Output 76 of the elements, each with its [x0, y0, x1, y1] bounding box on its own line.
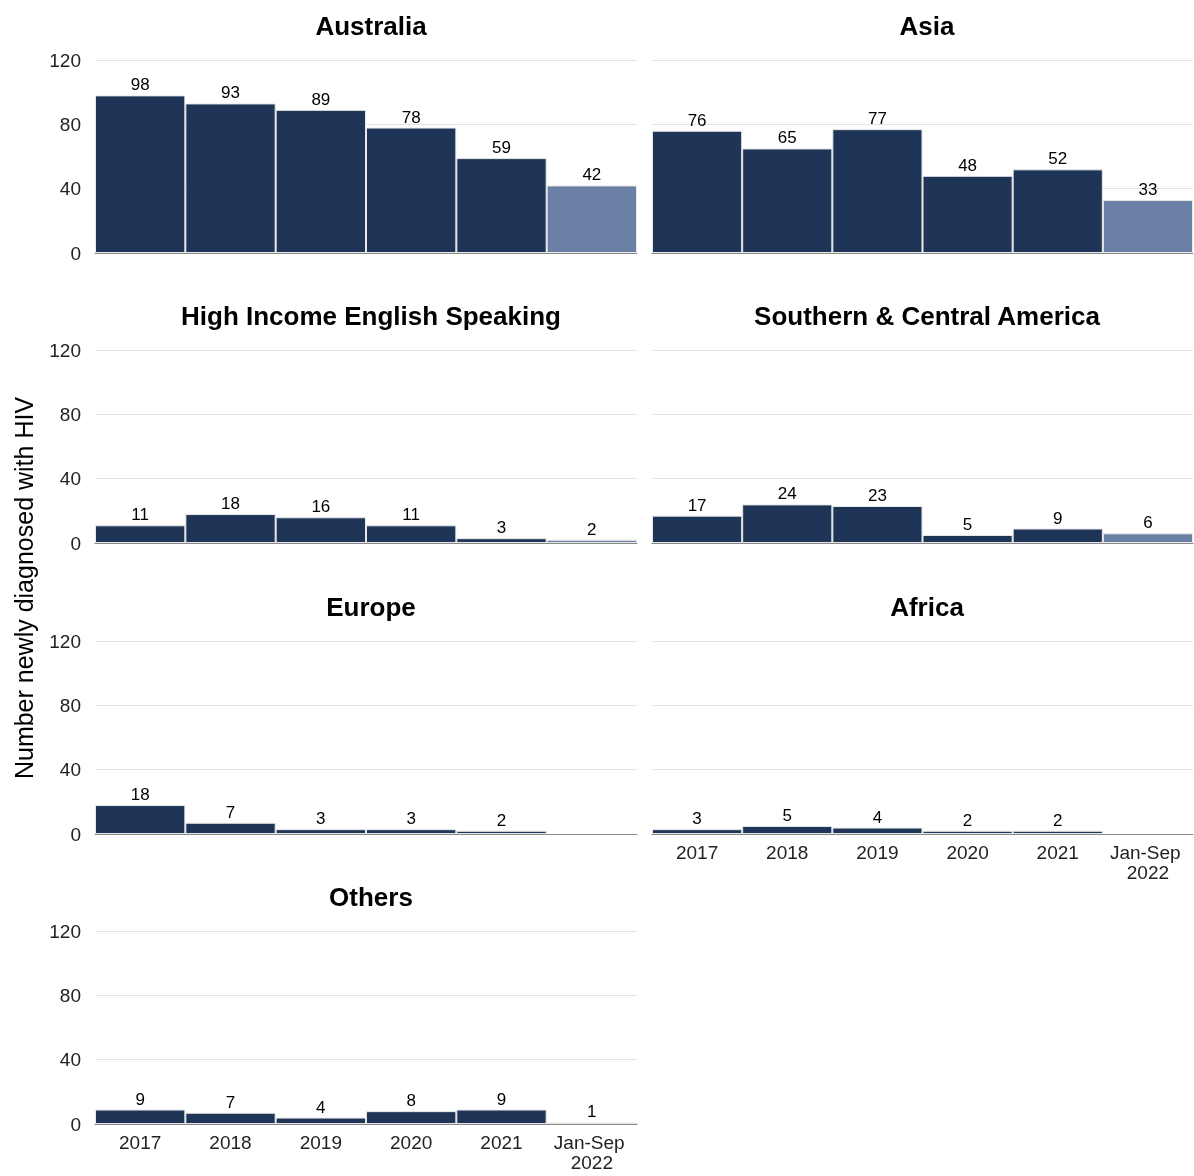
data-label: 52 — [1048, 149, 1068, 169]
x-tick-label: 2019 — [856, 841, 899, 863]
y-tick-label: 0 — [70, 242, 81, 264]
data-label: 33 — [1138, 179, 1158, 199]
x-tick-label: 2018 — [209, 1131, 252, 1153]
x-tick-label: Jan-Sep 2022 — [1109, 841, 1186, 883]
chart-title: Europe — [326, 592, 416, 622]
data-label: 98 — [130, 75, 150, 95]
data-label: 77 — [867, 109, 887, 129]
data-label: 4 — [872, 807, 883, 827]
x-tick-label: 2017 — [119, 1131, 162, 1153]
data-label: 18 — [221, 494, 240, 514]
y-tick-label: 40 — [59, 178, 81, 200]
data-label: 1 — [587, 1102, 597, 1122]
y-tick-label: 40 — [59, 759, 81, 781]
data-label: 18 — [130, 785, 150, 805]
y-tick-label: 120 — [49, 49, 81, 71]
x-tick-label: Jan-Sep 2022 — [553, 1131, 630, 1173]
data-label: 42 — [582, 165, 602, 185]
chart-title: Southern & Central America — [754, 301, 1101, 331]
chart-title: Others — [329, 882, 413, 912]
data-label: 16 — [311, 497, 331, 517]
data-label: 78 — [401, 107, 421, 127]
x-tick-label: 2021 — [480, 1131, 523, 1153]
data-label: 17 — [687, 495, 707, 515]
data-label: 24 — [777, 484, 797, 504]
chart-title: Africa — [890, 592, 965, 622]
x-tick-label: 2020 — [390, 1131, 433, 1153]
data-label: 93 — [221, 83, 240, 103]
chart-title: Asia — [899, 11, 955, 41]
x-tick-label: 2019 — [299, 1131, 342, 1153]
y-tick-label: 0 — [70, 823, 81, 845]
y-tick-label: 40 — [59, 468, 81, 490]
data-label: 7 — [225, 802, 236, 822]
data-label: 3 — [316, 809, 326, 829]
data-label: 2 — [587, 519, 597, 539]
data-label: 8 — [406, 1091, 416, 1111]
data-label: 11 — [402, 505, 420, 525]
data-label: 9 — [1053, 508, 1063, 528]
y-tick-label: 120 — [49, 339, 81, 361]
y-tick-label: 80 — [59, 113, 81, 135]
y-tick-label: 0 — [70, 532, 81, 554]
y-tick-label: 80 — [59, 984, 81, 1006]
data-label: 9 — [135, 1089, 145, 1109]
x-tick-label: 2018 — [766, 841, 809, 863]
y-tick-label: 40 — [59, 1049, 81, 1071]
data-label: 5 — [962, 514, 973, 534]
x-tick-label: 2020 — [946, 841, 989, 863]
data-label: 6 — [1143, 513, 1153, 533]
x-tick-label: 2021 — [1036, 841, 1079, 863]
y-tick-label: 120 — [49, 920, 81, 942]
data-label: 23 — [867, 486, 887, 506]
data-label: 59 — [492, 138, 511, 158]
data-label: 9 — [496, 1089, 507, 1109]
data-label: 3 — [692, 809, 702, 829]
data-label: 4 — [316, 1097, 326, 1117]
data-label: 3 — [406, 809, 416, 829]
y-tick-label: 0 — [70, 1113, 81, 1135]
y-tick-label: 80 — [59, 694, 81, 716]
data-label: 76 — [687, 110, 707, 130]
data-label: 2 — [1053, 810, 1063, 830]
data-label: 2 — [962, 810, 973, 830]
data-label: 2 — [496, 810, 507, 830]
data-label: 89 — [311, 89, 331, 109]
chart-title: Australia — [315, 11, 428, 41]
x-tick-label: 2017 — [675, 841, 719, 863]
data-label: 7 — [225, 1092, 236, 1112]
data-label: 5 — [782, 805, 792, 825]
data-label: 48 — [958, 155, 978, 175]
data-label: 11 — [131, 505, 149, 525]
chart-title: High Income English Speaking — [181, 301, 561, 331]
data-label: 65 — [777, 128, 797, 148]
y-axis-title: Number newly diagnosed with HIV — [9, 396, 39, 780]
y-tick-label: 80 — [59, 403, 81, 425]
data-label: 3 — [496, 518, 507, 538]
y-tick-label: 120 — [49, 630, 81, 652]
